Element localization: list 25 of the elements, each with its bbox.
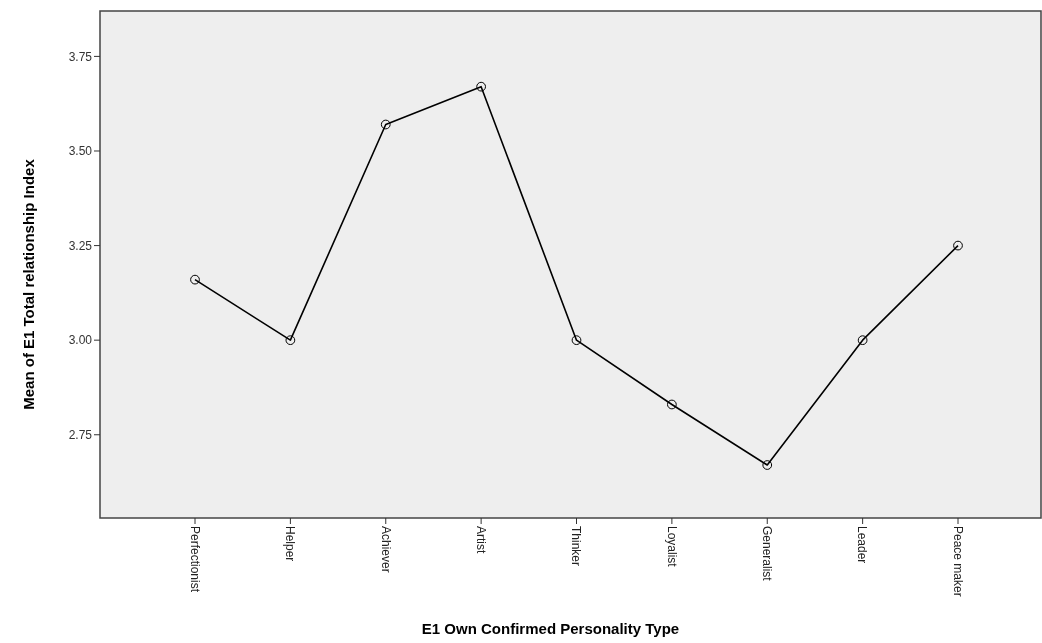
x-tick-label: Loyalist bbox=[664, 526, 679, 568]
x-tick-label: Artist bbox=[473, 526, 488, 554]
point bbox=[380, 119, 391, 130]
y-tick-label: 2.75 bbox=[68, 427, 93, 442]
y-tick-label: 3.25 bbox=[68, 238, 93, 253]
y-tick-label: 3.00 bbox=[68, 333, 93, 348]
point bbox=[953, 240, 963, 251]
x-tick-label: Peace maker bbox=[950, 526, 965, 597]
x-axis-title: E1 Own Confirmed Personality Type bbox=[421, 620, 680, 637]
x-tick-label: Helper bbox=[283, 526, 298, 562]
point bbox=[285, 335, 296, 346]
point bbox=[571, 335, 582, 346]
point bbox=[762, 460, 773, 470]
x-tick-label: Perfectionist bbox=[187, 526, 202, 593]
x-tick-label: Generalist bbox=[760, 526, 775, 582]
x-tick-label: Thinker bbox=[569, 526, 584, 567]
x-tick-label: Leader bbox=[855, 526, 870, 564]
point bbox=[190, 274, 200, 285]
y-tick-label: 3.50 bbox=[68, 144, 93, 159]
point bbox=[857, 335, 868, 346]
y-axis-title: Mean of E1 Total relationship Index bbox=[20, 158, 37, 410]
y-tick-label: 3.75 bbox=[68, 49, 93, 64]
point bbox=[667, 399, 677, 410]
point bbox=[476, 81, 486, 92]
x-tick-label: Achiever bbox=[378, 526, 393, 573]
